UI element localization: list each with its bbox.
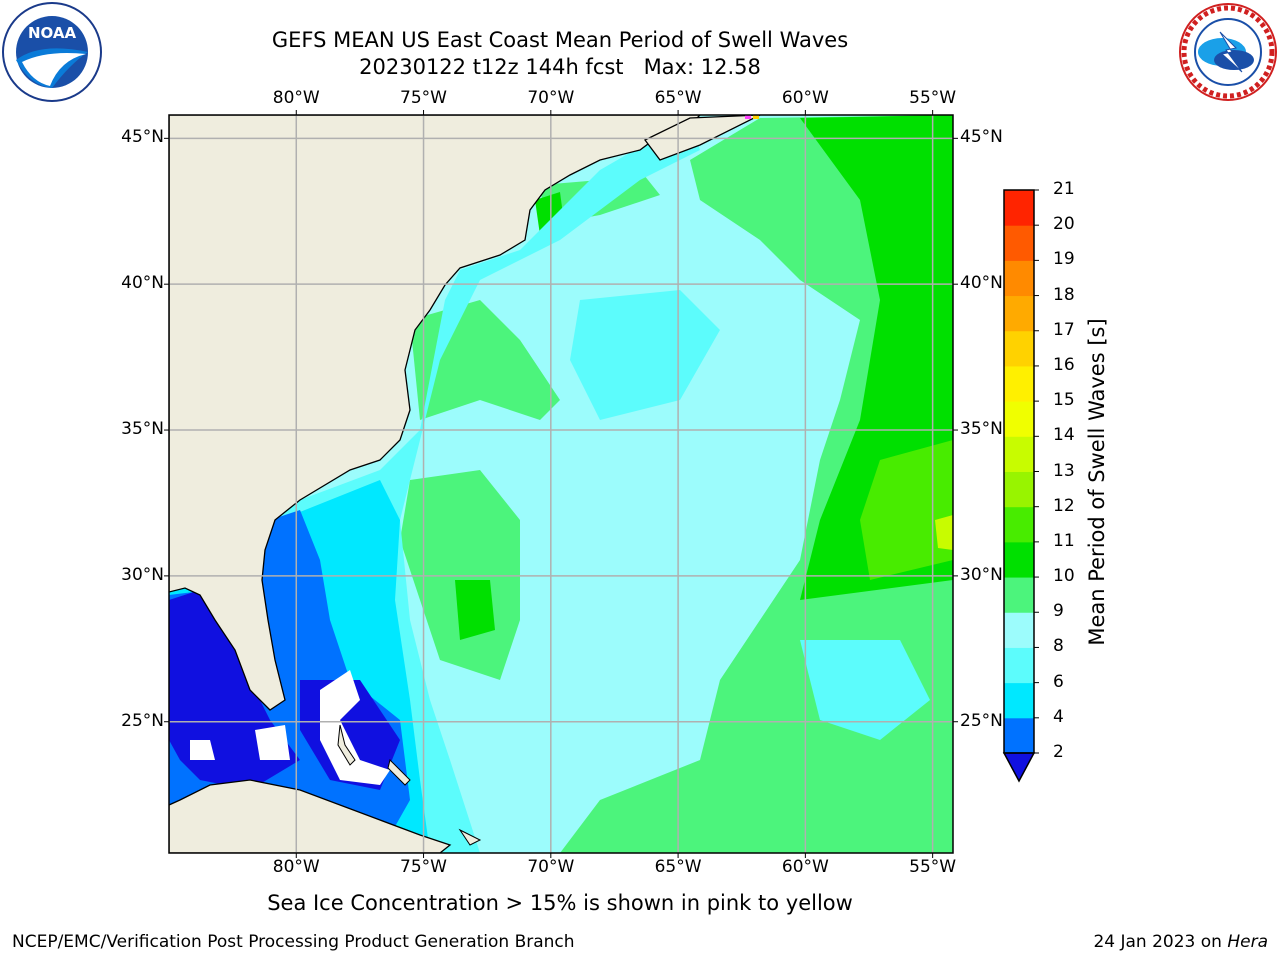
lon-tick-label: 70°W: [527, 88, 575, 108]
colorbar-tick-label: 18: [1053, 284, 1075, 305]
lon-tick-label: 80°W: [272, 88, 320, 108]
colorbar-tick-label: 12: [1053, 495, 1075, 516]
footer-host: Hera: [1227, 932, 1268, 952]
lat-tick-label: 30°N: [121, 564, 164, 585]
colorbar-segment: [1004, 682, 1034, 719]
footer-credit: NCEP/EMC/Verification Post Processing Pr…: [12, 932, 575, 952]
map-subtitle: 20230122 t12z 144h fcst Max: 12.58: [359, 55, 761, 79]
footer-date-text: 24 Jan 2023 on: [1093, 932, 1228, 952]
land-hispaniola-edge: [458, 828, 482, 846]
sea-ice-marker: [745, 115, 751, 119]
colorbar-label: Mean Period of Swell Waves [s]: [1085, 318, 1109, 646]
lon-tick-label: 55°W: [909, 88, 957, 108]
lat-tick-label: 30°N: [960, 564, 1003, 585]
swell-zone-12-13s: [935, 515, 953, 550]
colorbar-tick-label: 11: [1053, 530, 1075, 551]
map-title: GEFS MEAN US East Coast Mean Period of S…: [271, 28, 849, 52]
sea-ice-marker-2: [753, 115, 759, 119]
colorbar-tick-label: 16: [1053, 354, 1075, 375]
colorbar-tick-label: 6: [1053, 671, 1064, 692]
lon-tick-label: 55°W: [909, 857, 957, 877]
colorbar-segment: [1004, 541, 1034, 578]
lon-tick-label: 75°W: [400, 88, 447, 108]
lat-tick-label: 45°N: [960, 127, 1003, 148]
lat-tick-label: 25°N: [121, 710, 164, 731]
colorbar-segment: [1004, 401, 1034, 437]
colorbar-segment: [1004, 647, 1034, 684]
colorbar-tick-label: 8: [1053, 636, 1064, 657]
gulf-nodata-1: [190, 740, 215, 760]
colorbar-segment: [1004, 506, 1034, 543]
colorbar: [1002, 189, 1039, 783]
colorbar-tick-label: 2: [1053, 742, 1064, 762]
colorbar-segment: [1004, 295, 1034, 332]
colorbar-segment: [1004, 190, 1034, 226]
swell-patch-central-core: [455, 580, 495, 640]
map-tick-marks: [164, 110, 958, 858]
colorbar-segment: [1004, 471, 1034, 508]
lat-tick-label: 35°N: [960, 419, 1003, 440]
colorbar-tick-label: 9: [1053, 601, 1064, 622]
land-bahamas-1: [337, 724, 356, 766]
colorbar-segment: [1004, 365, 1034, 402]
colorbar-tick-label: 13: [1053, 460, 1075, 481]
land-bahamas-2: [387, 759, 411, 786]
lon-tick-label: 60°W: [781, 88, 829, 108]
colorbar-underflow-arrow: [1002, 752, 1036, 783]
colorbar-segment: [1004, 330, 1034, 367]
noaa-logo-icon: NOAA: [2, 2, 102, 102]
swell-patch-6-8s-east: [800, 640, 930, 740]
lat-tick-label: 25°N: [960, 710, 1003, 731]
lon-tick-label: 65°W: [654, 857, 702, 877]
map-frame: [168, 114, 954, 854]
land-cuba: [169, 779, 452, 853]
land-north-america: [169, 115, 701, 711]
colorbar-tick-label: 19: [1053, 249, 1075, 270]
lon-tick-label: 65°W: [654, 88, 702, 108]
land-nova-scotia: [644, 115, 761, 161]
colorbar-tick-label: 14: [1053, 425, 1075, 446]
colorbar-segment: [1004, 717, 1034, 754]
lat-tick-label: 45°N: [121, 127, 164, 148]
sea-ice-note: Sea Ice Concentration > 15% is shown in …: [267, 891, 853, 915]
colorbar-tick-label: 15: [1053, 390, 1075, 411]
colorbar-tick-label: 4: [1053, 706, 1064, 727]
colorbar-tick-label: 21: [1053, 179, 1075, 199]
lon-tick-label: 60°W: [781, 857, 829, 877]
colorbar-segment: [1004, 436, 1034, 472]
swell-patch-6-8s-central: [570, 290, 720, 420]
nws-logo-icon: [1179, 3, 1277, 101]
florida-keys-nodata: [255, 725, 290, 760]
swell-zone-11-12s: [860, 440, 953, 580]
colorbar-segment: [1004, 260, 1034, 297]
lat-tick-label: 35°N: [121, 419, 164, 440]
bahamas-bank-nodata: [320, 670, 390, 785]
footer-date: 24 Jan 2023 on Hera: [1093, 932, 1268, 952]
colorbar-tick-label: 10: [1053, 566, 1075, 587]
lat-tick-label: 40°N: [121, 273, 164, 294]
colorbar-tick-label: 17: [1053, 319, 1075, 340]
map-gridlines: [169, 115, 953, 853]
colorbar-tick-label: 20: [1053, 214, 1075, 235]
colorbar-segment: [1004, 225, 1034, 261]
lat-tick-label: 40°N: [960, 273, 1003, 294]
colorbar-segment: [1004, 612, 1034, 648]
lon-tick-label: 80°W: [272, 857, 320, 877]
noaa-logo-text: NOAA: [28, 24, 77, 42]
lon-tick-label: 70°W: [527, 857, 575, 877]
lon-tick-label: 75°W: [400, 857, 447, 877]
colorbar-segment: [1004, 577, 1034, 613]
